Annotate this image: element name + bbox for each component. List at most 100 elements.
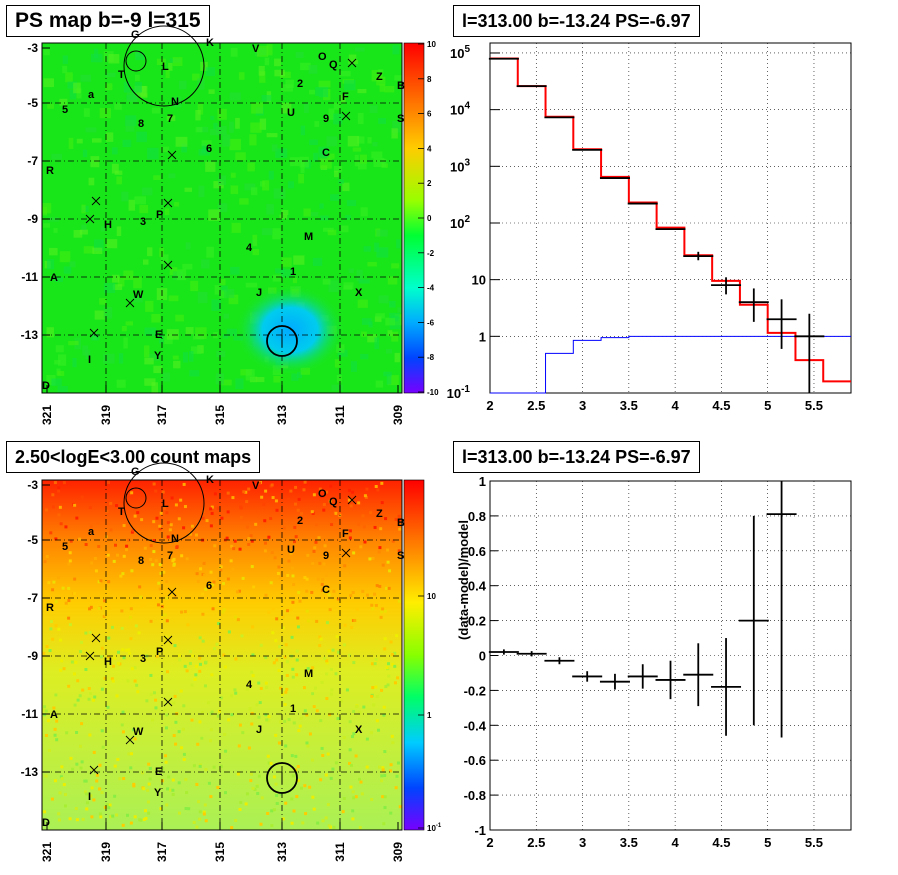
- map-top-pixel: [369, 105, 378, 114]
- map-top-pixel: [168, 62, 173, 71]
- map-bottom-pixel: [382, 705, 386, 709]
- map-bottom-pixel: [287, 559, 291, 563]
- map-bottom-pixel: [154, 559, 158, 563]
- map-bottom-pixel: [281, 626, 285, 630]
- colorbar-tick-label: 2: [427, 179, 432, 188]
- map-bottom-pixel: [352, 796, 356, 800]
- map-top-pixel: [148, 353, 160, 361]
- map-bottom-pixel: [179, 498, 183, 502]
- map-bottom-pixel: [120, 723, 124, 727]
- map-top-pixel: [92, 247, 103, 254]
- map-bottom-pixel: [53, 727, 57, 731]
- map-bottom-pixel: [198, 669, 202, 673]
- map-bottom-pixel: [290, 754, 294, 758]
- map-bottom-pixel: [369, 731, 373, 735]
- map-bottom-pixel: [250, 565, 254, 569]
- map-bottom-pixel: [239, 515, 243, 519]
- map-bottom-pixel: [169, 788, 173, 792]
- map-bottom-pixel: [256, 791, 260, 795]
- map-bottom-pixel: [322, 562, 326, 566]
- map-top-pixel: [379, 84, 385, 92]
- map-bottom-pixel: [166, 521, 170, 525]
- map-bottom-pixel: [113, 656, 117, 660]
- source-label: E: [155, 329, 162, 341]
- map-bottom-pixel: [375, 584, 379, 588]
- map-bottom-pixel: [219, 565, 223, 569]
- map-bottom-pixel: [209, 507, 213, 511]
- map-top-pixel: [273, 188, 286, 199]
- map-bottom-pixel: [105, 509, 109, 513]
- map-top-pixel: [312, 257, 323, 266]
- map-bottom-pixel: [97, 545, 101, 549]
- map-bottom-pixel: [251, 786, 255, 790]
- map-bottom-pixel: [43, 713, 47, 717]
- map-bottom-pixel: [51, 493, 55, 497]
- source-cross-marker: [85, 651, 95, 661]
- map-bottom-pixel: [177, 781, 181, 785]
- map-bottom-pixel: [87, 687, 91, 691]
- map-top-pixel: [327, 229, 337, 236]
- map-top-pixel: [371, 151, 383, 159]
- map-top-pixel: [363, 246, 371, 252]
- map-bottom-pixel: [230, 544, 234, 548]
- map-bottom-pixel: [160, 779, 164, 783]
- map-top-pixel: [57, 386, 68, 392]
- map-bottom-pixel: [308, 785, 312, 789]
- map-bottom-pixel: [325, 502, 329, 506]
- map-bottom-pixel: [57, 486, 61, 490]
- map-bottom-pixel: [324, 773, 328, 777]
- map-bottom-pixel: [65, 731, 69, 735]
- spectrum-y-tick-label: 103: [450, 157, 470, 174]
- map-bottom-pixel: [57, 513, 61, 517]
- map-bottom-pixel: [355, 705, 359, 709]
- map-bottom-pixel: [46, 719, 50, 723]
- map-bottom-pixel: [173, 644, 177, 648]
- map-top-pixel: [303, 102, 309, 113]
- map-bottom-pixel: [158, 527, 162, 531]
- map-bottom-pixel: [184, 778, 188, 782]
- map-bottom-pixel: [321, 753, 325, 757]
- map-bottom-pixel: [171, 788, 175, 792]
- map-bottom-pixel: [110, 625, 114, 629]
- source-cross-marker: [163, 198, 173, 208]
- map-top-pixel: [57, 371, 65, 376]
- map-bottom-pixel: [99, 815, 103, 819]
- map-bottom-pixel: [118, 777, 122, 781]
- map-bottom-pixel: [166, 535, 170, 539]
- map-bottom-pixel: [324, 816, 328, 820]
- map-bottom-pixel: [107, 655, 111, 659]
- map-bottom-pixel: [106, 553, 110, 557]
- map-bottom-pixel: [120, 609, 124, 613]
- map-bottom-pixel: [177, 653, 181, 657]
- map-bottom-pixel: [300, 786, 304, 790]
- source-cross-marker: [125, 735, 135, 745]
- map-bottom-pixel: [89, 794, 93, 798]
- map-top-pixel: [76, 88, 82, 99]
- source-label: B: [397, 517, 405, 529]
- map-bottom-pixel: [269, 516, 273, 520]
- map-top-pixel: [235, 378, 244, 390]
- map-bottom-pixel: [271, 631, 275, 635]
- map-bottom-pixel: [158, 524, 162, 528]
- map-bottom-pixel: [219, 764, 223, 768]
- map-bottom-pixel: [130, 569, 134, 573]
- spectrum-x-tick-label: 2.5: [527, 398, 545, 413]
- map-bottom-pixel: [98, 787, 102, 791]
- map-bottom-pixel: [54, 537, 58, 541]
- map-bottom-pixel: [98, 812, 102, 816]
- map-top-pixel: [378, 295, 389, 304]
- map-bottom-pixel: [79, 640, 83, 644]
- spectrum-panel: 2 2.5 3 3.5 4 4.5 5 5.5 10-1 1 10 102 103 104 105: [447, 42, 852, 413]
- map-bottom-pixel: [168, 528, 172, 532]
- map-top-pixel: [338, 179, 344, 184]
- map-bottom-pixel: [286, 574, 290, 578]
- source-circle: [125, 487, 147, 509]
- colorbar-bottom: [404, 480, 424, 830]
- map-bottom-pixel: [234, 657, 238, 661]
- map-y-tick-label: -3: [27, 478, 38, 492]
- map-bottom-pixel: [337, 512, 341, 516]
- map-bottom-pixel: [240, 634, 244, 638]
- map-top-pixel: [387, 276, 398, 285]
- map-bottom-pixel: [164, 726, 168, 730]
- map-top-pixel: [46, 374, 56, 386]
